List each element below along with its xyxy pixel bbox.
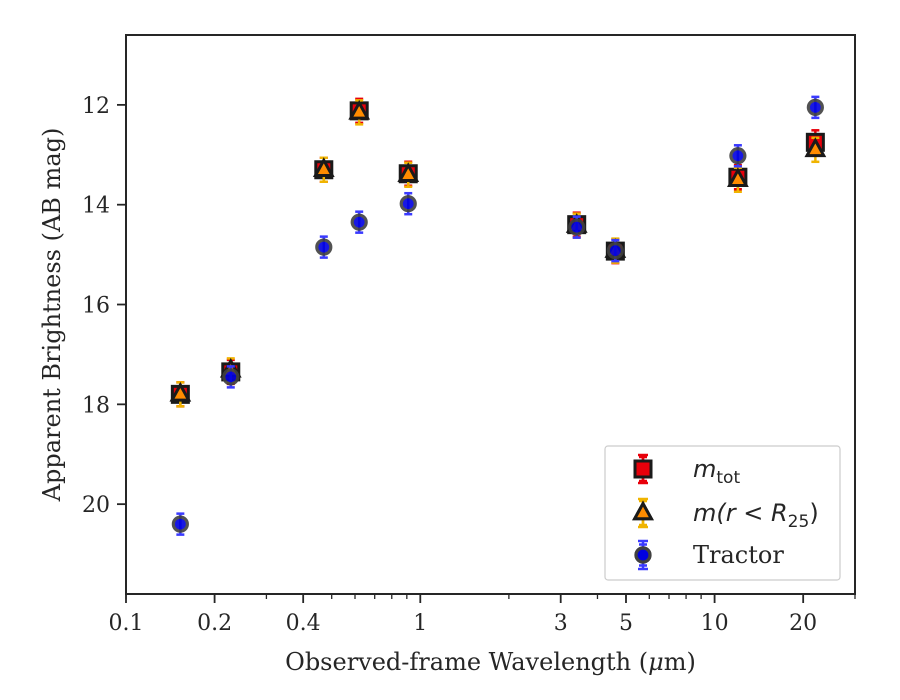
data-point-tractor — [568, 215, 586, 239]
y-tick-label: 16 — [82, 294, 110, 319]
legend-mr25-paren-close: ) — [809, 499, 818, 527]
x-tick-label: 0.2 — [197, 611, 232, 636]
x-axis-label-main: Observed-frame Wavelength ( — [285, 648, 648, 676]
y-tick-label: 12 — [82, 94, 110, 119]
series-tractor — [171, 95, 824, 536]
triangle-marker — [726, 167, 749, 188]
legend-mtot-main: m — [693, 455, 716, 483]
legend-mr25-paren-open: (r < R — [716, 499, 787, 527]
circle-marker — [350, 213, 368, 231]
legend-entry-mr25: m(r < R25) — [693, 499, 819, 532]
data-point-tractor — [606, 238, 624, 263]
legend-circle — [634, 546, 652, 564]
legend-entry-mtot: mtot — [693, 455, 740, 488]
legend: mtot m(r < R25) Tractor — [604, 445, 841, 581]
data-point-mr25 — [312, 156, 335, 184]
data-point-mr25 — [169, 381, 192, 408]
legend-mtot-sub: tot — [716, 468, 740, 488]
circle-marker — [568, 218, 586, 236]
triangle-marker — [312, 157, 335, 178]
triangle-marker — [804, 137, 827, 158]
legend-marker-mtot — [633, 453, 653, 485]
legend-marker-mr25 — [632, 497, 654, 529]
data-point-tractor — [729, 144, 747, 168]
data-point-tractor — [399, 191, 417, 216]
x-axis-label-unit: m) — [664, 648, 696, 676]
legend-mr25-main: m — [693, 499, 716, 527]
data-point-mr25 — [348, 99, 371, 126]
y-axis-label: Apparent Brightness (AB mag) — [38, 128, 66, 503]
x-tick-label: 3 — [554, 611, 568, 636]
data-point-mr25 — [397, 161, 420, 188]
plot-frame — [125, 34, 856, 595]
triangle-marker — [397, 162, 420, 183]
data-point-mr25 — [804, 136, 827, 164]
x-tick-label: 5 — [619, 611, 633, 636]
circle-marker — [729, 147, 747, 165]
data-point-tractor — [171, 512, 189, 536]
axis-ticks: 0.1 0.2 0.4 1 3 5 10 20 12 14 16 18 20 — [82, 94, 856, 636]
data-point-mr25 — [726, 166, 749, 193]
legend-mr25-sub: 25 — [788, 512, 810, 532]
circle-marker — [222, 368, 240, 386]
triangle-marker — [169, 381, 192, 402]
x-tick-label: 1 — [413, 611, 427, 636]
x-tick-label: 10 — [701, 611, 729, 636]
x-axis-label: Observed-frame Wavelength (μm) — [285, 648, 696, 676]
x-tick-label: 20 — [789, 611, 817, 636]
legend-entry-tractor: Tractor — [693, 541, 784, 569]
data-markers — [169, 95, 827, 536]
y-tick-label: 18 — [82, 393, 110, 418]
legend-triangle — [632, 500, 654, 521]
data-point-tractor — [315, 235, 333, 259]
y-tick-label: 20 — [82, 493, 110, 518]
x-axis-label-mu: μ — [648, 648, 664, 676]
legend-box — [604, 445, 841, 581]
x-tick-label: 0.4 — [286, 611, 321, 636]
data-point-tractor — [350, 210, 368, 234]
circle-marker — [806, 98, 824, 116]
circle-marker — [315, 238, 333, 256]
data-point-tractor — [806, 95, 824, 120]
y-tick-label: 14 — [82, 194, 110, 219]
circle-marker — [606, 242, 624, 260]
triangle-marker — [348, 99, 371, 120]
circle-marker — [171, 515, 189, 533]
series-mr25 — [169, 99, 827, 408]
data-point-tractor — [222, 365, 240, 389]
legend-square — [633, 459, 653, 479]
x-tick-label: 0.1 — [109, 611, 144, 636]
circle-marker — [399, 195, 417, 213]
legend-marker-tractor — [634, 539, 652, 571]
series-mtot — [170, 97, 825, 408]
